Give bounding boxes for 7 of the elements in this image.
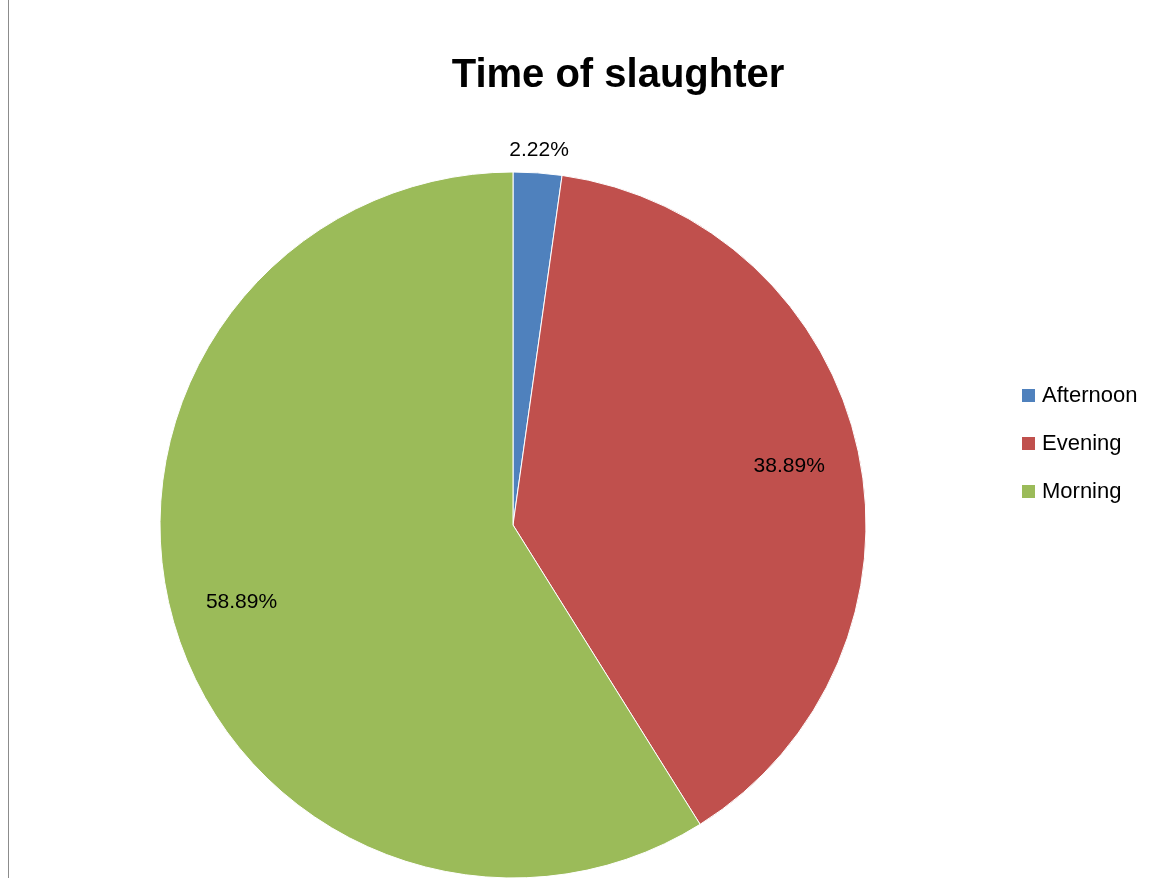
data-label: 58.89% bbox=[205, 589, 278, 613]
data-label: 2.22% bbox=[509, 137, 569, 161]
legend-label: Morning bbox=[1042, 477, 1122, 503]
legend-label: Evening bbox=[1042, 429, 1122, 455]
chart-title: Time of slaughter bbox=[451, 51, 785, 95]
data-label: 38.89% bbox=[753, 452, 825, 476]
legend-label: Afternoon bbox=[1042, 381, 1138, 407]
